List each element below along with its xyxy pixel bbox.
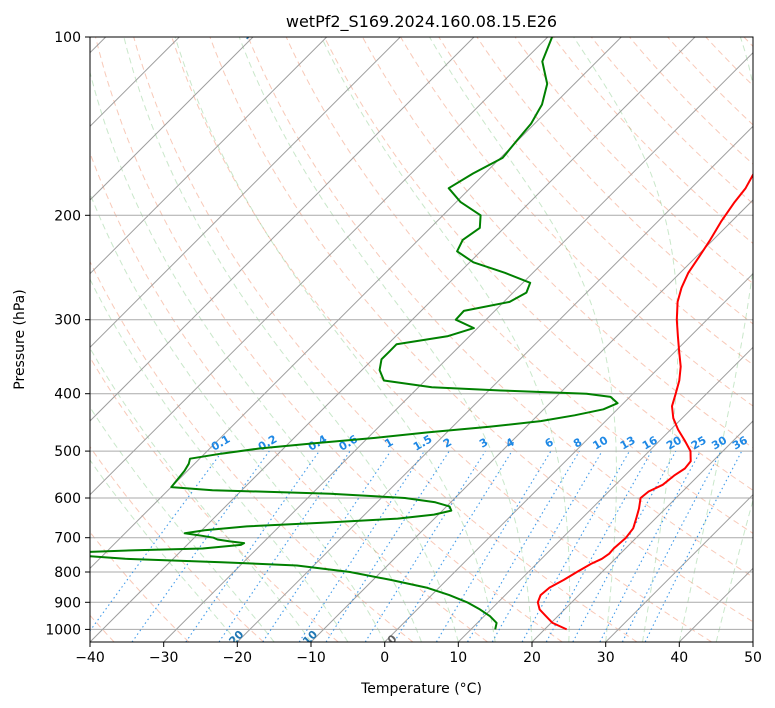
moist-adiabat [573, 37, 679, 642]
dry-adiabat [133, 37, 638, 642]
moist-adiabat [174, 37, 496, 642]
isotherm-gridline [457, 346, 753, 642]
moist-adiabat [90, 406, 275, 642]
moist-adiabat [320, 37, 571, 642]
x-tick-label: 10 [449, 650, 467, 666]
isotherm-gridline [605, 493, 753, 642]
y-tick-label: 200 [54, 208, 81, 224]
dry-adiabat [90, 445, 264, 642]
y-tick-label: 400 [54, 387, 81, 403]
dry-adiabat [90, 260, 414, 642]
x-tick-label: 30 [597, 650, 615, 666]
background-lines [90, 37, 753, 642]
y-tick-label: 1000 [45, 622, 81, 638]
y-axis-title: Pressure (hPa) [12, 289, 28, 389]
moist-adiabat [123, 37, 459, 642]
y-tick-label: 300 [54, 313, 81, 329]
x-tick-label: 20 [523, 650, 541, 666]
x-tick-label: −40 [75, 650, 105, 666]
isotherm-gridline [90, 37, 328, 275]
dewpoint-profile-line [90, 37, 619, 630]
dry-adiabat [323, 37, 753, 491]
x-tick-label: −20 [223, 650, 253, 666]
isotherm-gridline [90, 37, 254, 201]
mixing-ratio-line [218, 450, 351, 642]
moist-adiabat [90, 192, 386, 642]
isotherm-gridline [310, 199, 753, 642]
isotherm-gridline [236, 125, 753, 642]
chart-title: wetPf2_S169.2024.160.08.15.E26 [286, 12, 557, 32]
mixing-ratio-line [298, 450, 425, 642]
y-tick-label: 900 [54, 595, 81, 611]
moist-adiabat [678, 37, 753, 642]
isotherm-gridline [531, 420, 753, 642]
mixing-ratio-line [364, 450, 486, 642]
moist-adiabat [90, 459, 238, 642]
isotherm-gridline [90, 37, 475, 422]
x-axis-title: Temperature (°C) [360, 681, 482, 697]
dry-adiabat [514, 37, 753, 285]
x-tick-label: −30 [149, 650, 179, 666]
moist-adiabat [715, 498, 753, 642]
x-tick-label: 50 [744, 650, 762, 666]
dry-adiabat [171, 37, 712, 642]
dry-adiabat [209, 37, 753, 623]
plot-frame [89, 36, 754, 643]
moist-adiabat [429, 37, 617, 642]
y-tick-label: 600 [54, 491, 81, 507]
mixing-ratio-line [572, 450, 677, 642]
moist-adiabat [90, 278, 349, 642]
mixing-ratio-line [262, 450, 392, 642]
moist-adiabat [238, 37, 533, 642]
moist-adiabat [90, 70, 422, 642]
isotherm-gridline [90, 37, 401, 349]
isotherm-gridline [384, 272, 753, 642]
mixing-ratio-line [325, 450, 450, 642]
temperature-profile-line [536, 172, 753, 631]
y-tick-label: 500 [54, 444, 81, 460]
isotherm-gridline [90, 37, 549, 496]
x-tick-label: 40 [670, 650, 688, 666]
dry-adiabat [95, 37, 563, 642]
x-tick-label: −10 [296, 650, 326, 666]
isotherm-gridline [90, 37, 696, 642]
mixing-ratio-line [467, 450, 580, 642]
isotherm-label: 0 [385, 632, 400, 647]
isotherm-gridline [163, 51, 753, 642]
mixing-ratio-line [599, 450, 701, 642]
mixing-ratio-line [435, 450, 552, 642]
y-tick-label: 100 [54, 30, 81, 46]
y-tick-label: 800 [54, 565, 81, 581]
dry-adiabat [285, 37, 753, 534]
dry-adiabat [247, 37, 753, 578]
sounding-profiles [90, 37, 753, 631]
dry-adiabat [476, 37, 753, 325]
mixing-ratio-line [393, 450, 513, 642]
axes: −40 −30 −20 −10 0 10 20 30 40 50 100 200 300 400 500 60… [45, 30, 762, 666]
y-tick-label: 700 [54, 531, 81, 547]
x-tick-label: 0 [380, 650, 389, 666]
